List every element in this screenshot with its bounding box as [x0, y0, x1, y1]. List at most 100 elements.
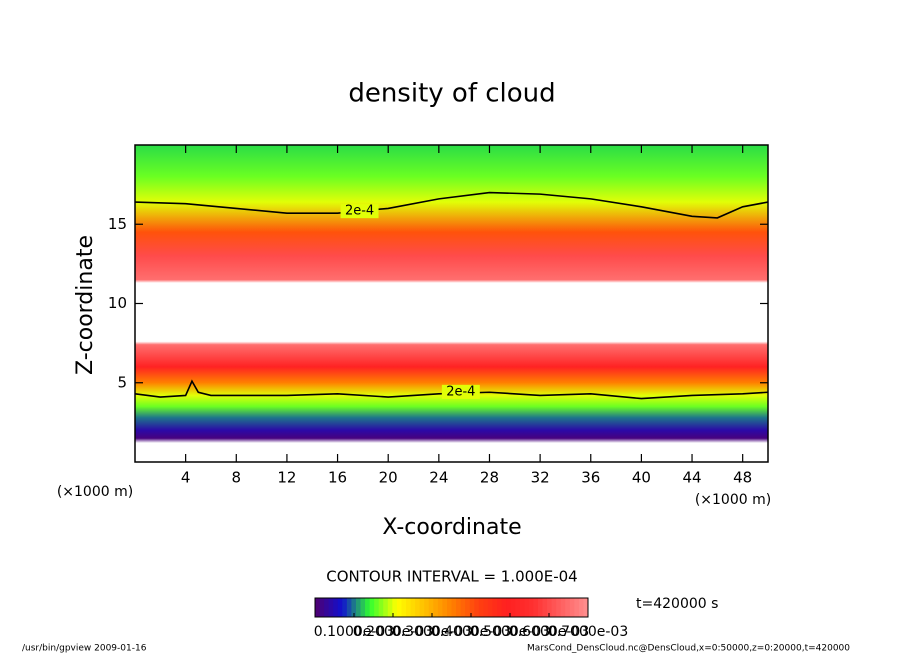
colorbar-cell	[369, 598, 375, 617]
colorbar-cell	[396, 598, 402, 617]
colorbar-cell	[560, 598, 566, 617]
colorbar-cell	[451, 598, 457, 617]
colorbar-cell	[497, 598, 503, 617]
colorbar-tick-label: 0.1000e-03	[314, 624, 394, 640]
colorbar-cell	[556, 598, 562, 617]
colorbar-cell	[428, 598, 434, 617]
y-tick-label: 10	[108, 294, 127, 312]
colorbar-cell	[424, 598, 430, 617]
colorbar-cell	[460, 598, 466, 617]
colorbar-cell	[333, 598, 339, 617]
colorbar-tick-label: 0.3000e-03	[392, 624, 472, 640]
colorbar-cell	[478, 598, 484, 617]
colorbar-cell	[456, 598, 462, 617]
colorbar-cell	[337, 598, 343, 617]
colorbar-cell	[383, 598, 389, 617]
colorbar-cell	[437, 598, 443, 617]
x-tick-label: 28	[480, 469, 499, 487]
y-tick-label: 15	[108, 215, 127, 233]
colorbar-cell	[465, 598, 471, 617]
colorbar-cell	[492, 598, 498, 617]
colorbar-cell	[583, 598, 589, 617]
colorbar-cell	[524, 598, 530, 617]
contour-label-bg	[441, 384, 480, 399]
colorbar-cell	[360, 598, 366, 617]
colorbar-cell	[474, 598, 480, 617]
footer-left: /usr/bin/gpview 2009-01-16	[22, 644, 147, 654]
density-field	[135, 145, 768, 462]
colorbar-cell	[355, 598, 361, 617]
colorbar-frame	[314, 597, 589, 618]
colorbar-cell	[351, 598, 357, 617]
colorbar-cell	[392, 598, 398, 617]
colorbar-cell	[501, 598, 507, 617]
colorbar-cell	[569, 598, 575, 617]
colorbar-cell	[483, 598, 489, 617]
colorbar-cell	[342, 598, 348, 617]
x-tick-label: 4	[181, 469, 191, 487]
colorbar-cell	[578, 598, 584, 617]
colorbar-tick-label: 0.6000e-03	[509, 624, 589, 640]
colorbar-cell	[528, 598, 534, 617]
colorbar-cell	[378, 598, 384, 617]
colorbar-cell	[387, 598, 393, 617]
y-axis-label: Z-coordinate	[73, 235, 98, 375]
colorbar-cell	[315, 598, 321, 617]
colorbar-cell	[551, 598, 557, 617]
chart-title: density of cloud	[348, 79, 555, 109]
colorbar-cell	[519, 598, 525, 617]
x-tick-label: 44	[682, 469, 701, 487]
colorbar-cell	[533, 598, 539, 617]
contour-line	[134, 379, 769, 400]
colorbar-cell	[433, 598, 439, 617]
contour-interval: CONTOUR INTERVAL = 1.000E-04	[326, 568, 577, 586]
colorbar-cell	[574, 598, 580, 617]
colorbar-tick-label: 0.4000e-03	[431, 624, 511, 640]
colorbar-cell	[446, 598, 452, 617]
colorbar-cell	[324, 598, 330, 617]
colorbar-cell	[547, 598, 553, 617]
colorbar-cell	[510, 598, 516, 617]
colorbar-cell	[374, 598, 380, 617]
colorbar-cell	[319, 598, 325, 617]
colorbar-cell	[542, 598, 548, 617]
colorbar-cell	[515, 598, 521, 617]
x-tick-label: 8	[232, 469, 242, 487]
x-tick-label: 12	[277, 469, 296, 487]
x-tick-label: 16	[328, 469, 347, 487]
colorbar-cell	[365, 598, 371, 617]
y-unit: (×1000 m)	[57, 484, 133, 500]
colorbar-cell	[419, 598, 425, 617]
y-tick-label: 5	[117, 373, 127, 391]
x-tick-label: 32	[531, 469, 550, 487]
colorbar-cell	[537, 598, 543, 617]
colorbar-cell	[506, 598, 512, 617]
x-tick-label: 40	[632, 469, 651, 487]
x-axis-label: X-coordinate	[382, 515, 521, 540]
colorbar-cell	[487, 598, 493, 617]
colorbar-cell	[442, 598, 448, 617]
time-label: t=420000 s	[636, 596, 718, 612]
x-unit: (×1000 m)	[695, 492, 771, 508]
colorbar-tick-label: 0.2000e-03	[353, 624, 433, 640]
footer-right: MarsCond_DensCloud.nc@DensCloud,x=0:5000…	[527, 644, 850, 654]
x-tick-label: 20	[379, 469, 398, 487]
contour-label-bg	[340, 204, 379, 219]
colorbar-cell	[415, 598, 421, 617]
colorbar-cell	[401, 598, 407, 617]
colorbar-cell	[328, 598, 334, 617]
contour-label: 2e-4	[446, 384, 475, 399]
x-tick-label: 24	[429, 469, 448, 487]
colorbar-cell	[406, 598, 412, 617]
x-tick-label: 36	[581, 469, 600, 487]
colorbar-tick-label: 0.7000e-03	[548, 624, 628, 640]
colorbar-cell	[410, 598, 416, 617]
colorbar-cell	[565, 598, 571, 617]
contour-label: 2e-4	[345, 204, 374, 219]
colorbar-tick-label: 0.5000e-03	[470, 624, 550, 640]
colorbar-cell	[346, 598, 352, 617]
x-tick-label: 48	[733, 469, 752, 487]
contour-line	[134, 191, 769, 219]
colorbar-cell	[469, 598, 475, 617]
